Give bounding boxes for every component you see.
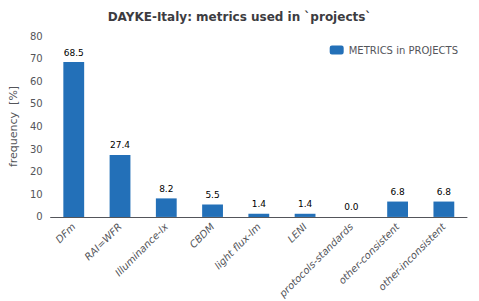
svg-text:20: 20	[30, 166, 43, 177]
svg-text:6.8: 6.8	[390, 187, 405, 197]
svg-text:10: 10	[30, 189, 43, 200]
svg-text:other-inconsistent: other-inconsistent	[376, 220, 448, 292]
svg-text:27.4: 27.4	[110, 140, 130, 150]
svg-text:0: 0	[36, 211, 42, 222]
svg-text:DAYKE-Italy: metrics used in `: DAYKE-Italy: metrics used in `projects`	[108, 10, 372, 24]
svg-text:40: 40	[30, 121, 43, 132]
svg-text:RAI=WFR: RAI=WFR	[82, 221, 123, 262]
svg-text:Illuminance-lx: Illuminance-lx	[113, 221, 170, 278]
svg-text:LENI: LENI	[285, 221, 309, 245]
svg-text:frequency [%]: frequency [%]	[7, 86, 20, 167]
svg-text:6.8: 6.8	[437, 187, 452, 197]
svg-text:70: 70	[30, 53, 43, 64]
svg-text:CBDM: CBDM	[187, 221, 216, 250]
svg-text:protocols-standards: protocols-standards	[276, 221, 355, 300]
svg-text:1.4: 1.4	[252, 199, 267, 209]
svg-text:30: 30	[30, 144, 43, 155]
svg-text:68.5: 68.5	[64, 48, 84, 58]
svg-text:other-consistent: other-consistent	[336, 221, 402, 287]
svg-text:50: 50	[30, 98, 43, 109]
svg-text:light flux-lm: light flux-lm	[212, 221, 262, 271]
svg-text:1.4: 1.4	[298, 199, 313, 209]
svg-text:METRICS in PROJECTS: METRICS in PROJECTS	[349, 45, 458, 56]
svg-text:8.2: 8.2	[159, 184, 173, 194]
svg-text:60: 60	[30, 76, 43, 87]
svg-text:5.5: 5.5	[205, 190, 219, 200]
svg-text:DFm: DFm	[53, 221, 77, 245]
svg-text:80: 80	[30, 31, 43, 42]
svg-text:0.0: 0.0	[344, 202, 359, 212]
